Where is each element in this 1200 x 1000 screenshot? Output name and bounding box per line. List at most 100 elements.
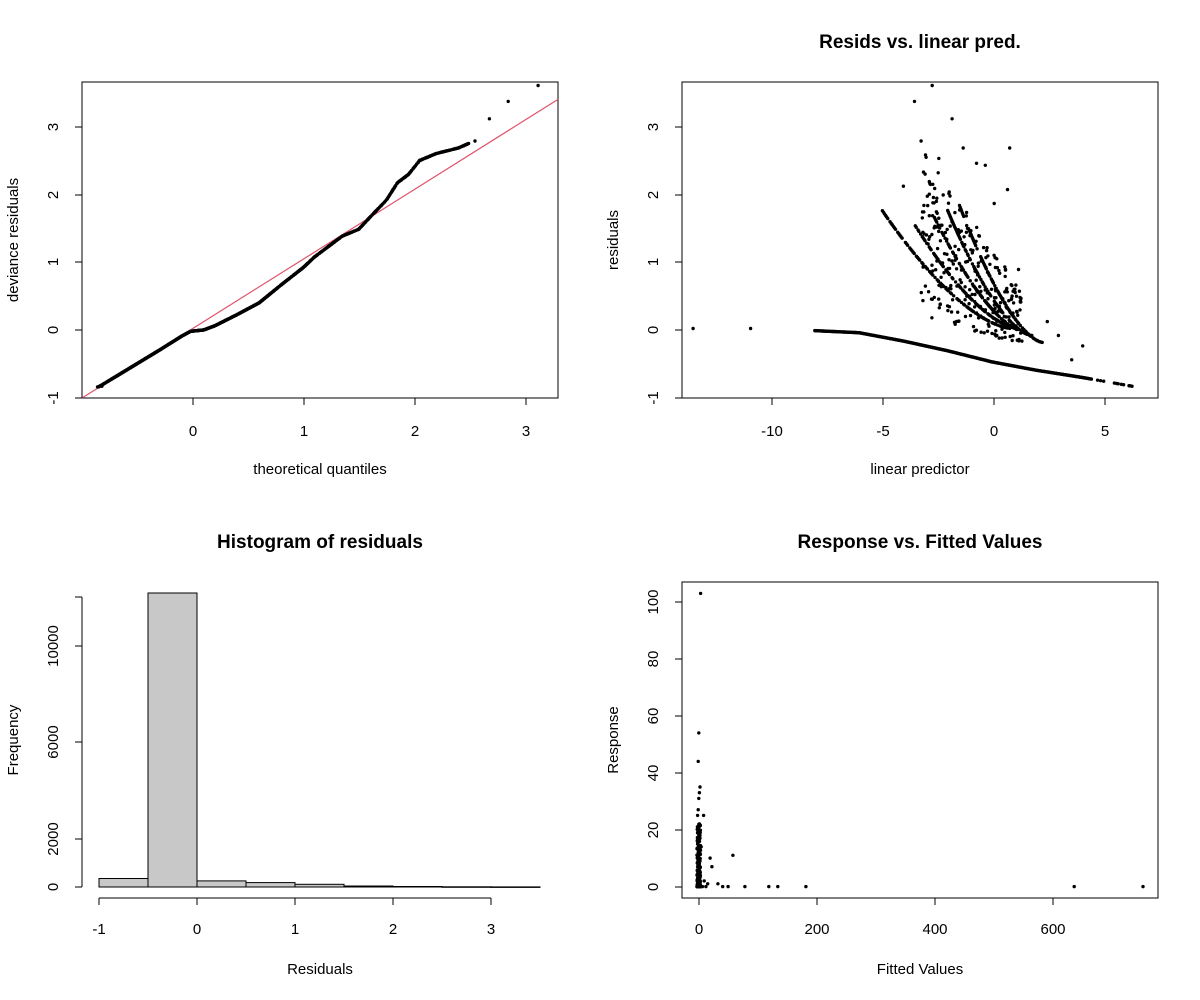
hist-panel: Histogram of residuals -1 0 1 2 3 0 2000… (5, 532, 541, 978)
resid-point (937, 216, 941, 220)
resid-y-axis-label: residuals (605, 210, 622, 270)
resid-point (988, 262, 992, 266)
resid-y-tick-label: 2 (645, 191, 662, 199)
resid-point (979, 314, 983, 318)
resid-point (975, 273, 980, 277)
resid-point (993, 306, 997, 311)
resid-point (985, 329, 990, 333)
qq-x-tick-label: 0 (189, 423, 197, 440)
resid-point (935, 211, 939, 215)
qq-x-tick-label: 2 (411, 423, 419, 440)
resid-point (998, 271, 1002, 275)
fitted-point (697, 796, 701, 801)
qq-point (487, 117, 492, 121)
resid-point (930, 316, 934, 320)
fitted-y-axis: 0 20 40 60 80 100 (645, 589, 683, 891)
resid-point (968, 313, 973, 318)
resid-point (947, 258, 951, 262)
qq-point (506, 99, 510, 104)
resid-point (1016, 267, 1021, 272)
resid-point (992, 303, 997, 307)
fitted-point (698, 882, 702, 886)
resid-point (934, 268, 938, 272)
resid-point (1040, 340, 1044, 345)
resid-point (935, 196, 939, 200)
resid-point (930, 297, 934, 301)
fitted-chart-title: Response vs. Fitted Values (798, 532, 1043, 553)
resid-point (1017, 339, 1021, 343)
resid-point (956, 310, 960, 314)
resid-point (1003, 301, 1007, 305)
resid-point (950, 259, 954, 263)
hist-bar (343, 885, 394, 888)
resid-point (945, 227, 949, 232)
fitted-point (716, 882, 720, 886)
resid-point (927, 192, 931, 196)
fitted-point (695, 830, 700, 835)
resid-point (944, 285, 948, 290)
hist-x-tick-label: -1 (92, 921, 105, 938)
resid-point (1009, 296, 1014, 301)
resid-point (926, 290, 931, 294)
resid-point (966, 253, 970, 258)
resid-point (945, 237, 949, 241)
resid-point (947, 305, 952, 309)
resid-point (981, 245, 986, 250)
fitted-point (696, 862, 700, 866)
resid-point (979, 259, 983, 263)
resid-point (979, 330, 983, 334)
resid-point (923, 153, 928, 157)
resid-point (901, 184, 906, 188)
resid-point (932, 201, 936, 205)
resid-x-tick-label: 5 (1101, 423, 1109, 440)
fitted-y-tick-label: 60 (645, 708, 662, 725)
fitted-x-axis: 0 200 400 600 (695, 897, 1066, 938)
resid-point (1121, 383, 1126, 387)
resid-point (984, 255, 988, 260)
resid-point (967, 294, 972, 298)
resid-point (923, 284, 928, 288)
resid-point (964, 249, 968, 253)
qq-y-axis: -1 0 1 2 3 (45, 123, 83, 405)
resid-point (1070, 358, 1074, 362)
resid-point (979, 289, 983, 293)
resid-point (1010, 338, 1014, 343)
resid-point (927, 179, 931, 184)
resid-data-area (691, 83, 1134, 388)
resid-point (971, 248, 975, 253)
qq-point (473, 139, 477, 143)
resid-point (953, 244, 957, 248)
resid-point (965, 294, 969, 298)
resid-point (1003, 335, 1007, 339)
hist-bar (196, 880, 247, 888)
resid-point (1081, 344, 1085, 348)
resid-point (990, 331, 994, 336)
resid-point (973, 299, 977, 304)
resid-point (1130, 384, 1134, 388)
resid-point (941, 233, 946, 238)
fitted-point (697, 884, 701, 889)
resid-point (953, 210, 957, 215)
fitted-point (701, 813, 706, 818)
resid-point (993, 256, 997, 260)
resid-point (748, 326, 753, 331)
resid-point (938, 226, 942, 230)
qq-y-tick-label: -1 (45, 391, 62, 404)
resid-point (905, 243, 910, 247)
fitted-point (704, 884, 708, 889)
resid-point (943, 230, 948, 235)
resid-point (997, 314, 1001, 319)
fitted-y-axis-label: Response (605, 706, 622, 774)
resid-point (987, 324, 991, 328)
fitted-plot-frame (681, 581, 1159, 899)
fitted-x-tick-label: 200 (804, 921, 829, 938)
resid-point (937, 156, 941, 161)
resid-x-tick-label: -10 (761, 423, 783, 440)
qq-point (100, 384, 104, 388)
resid-point (900, 236, 904, 240)
resid-point (948, 286, 952, 290)
resid-point (929, 248, 933, 252)
resid-point (1019, 331, 1023, 335)
resid-point (930, 263, 934, 267)
resid-point (994, 329, 998, 333)
